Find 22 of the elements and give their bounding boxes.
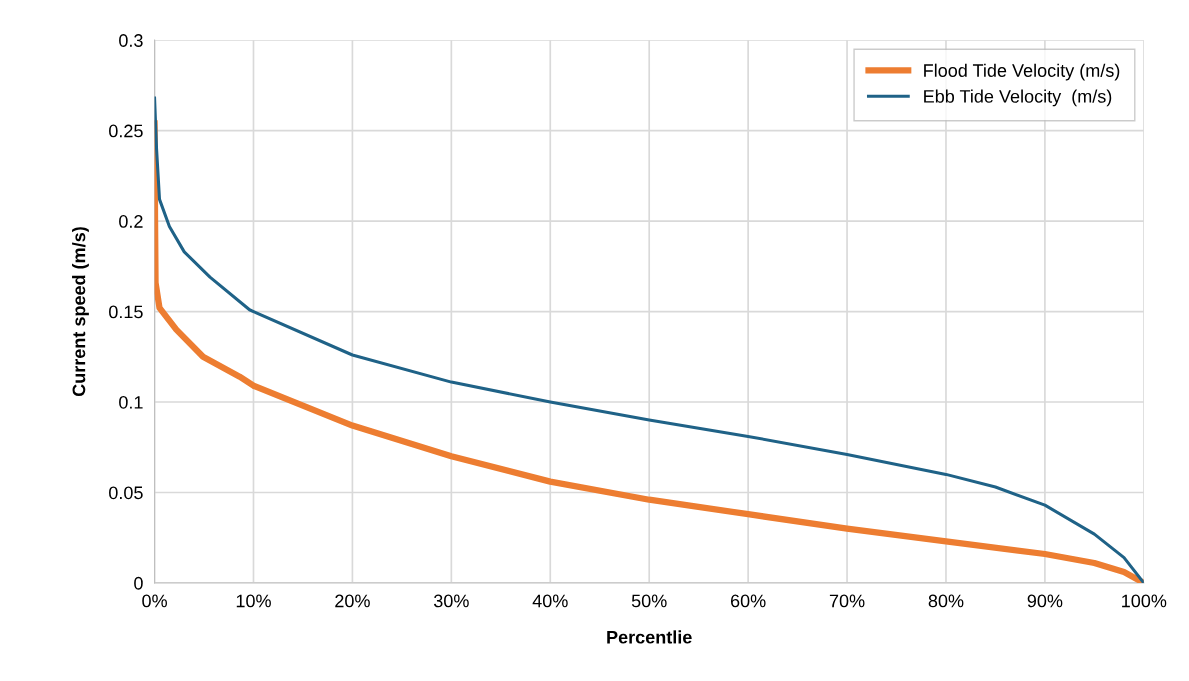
x-tick-label: 90% <box>1027 594 1063 608</box>
x-tick-label: 50% <box>631 594 667 608</box>
y-axis-title: Current speed (m/s) <box>72 227 89 397</box>
legend-label: Flood Tide Velocity (m/s) <box>924 63 1120 81</box>
x-tick-label: 40% <box>532 594 568 608</box>
x-tick-label: 0% <box>142 594 167 608</box>
x-tick-label: 10% <box>236 594 271 608</box>
x-axis-title: Percentlie <box>607 630 692 644</box>
y-tick-label: 0.1 <box>119 395 143 409</box>
y-tick-label: 0.15 <box>109 305 143 319</box>
x-tick-label: 100% <box>1122 594 1167 608</box>
y-tick-label: 0.05 <box>109 486 143 500</box>
x-tick-label: 60% <box>730 594 766 608</box>
x-tick-label: 80% <box>928 594 964 608</box>
y-tick-label: 0.3 <box>119 34 143 47</box>
y-tick-label: 0.25 <box>109 124 143 138</box>
x-tick-label: 30% <box>433 594 469 608</box>
y-tick-label: 0 <box>134 576 143 590</box>
legend-label: Ebb Tide Velocity (m/s) <box>924 89 1112 107</box>
y-tick-label: 0.2 <box>119 215 143 228</box>
x-tick-label: 20% <box>335 594 370 608</box>
x-tick-label: 70% <box>829 594 865 608</box>
